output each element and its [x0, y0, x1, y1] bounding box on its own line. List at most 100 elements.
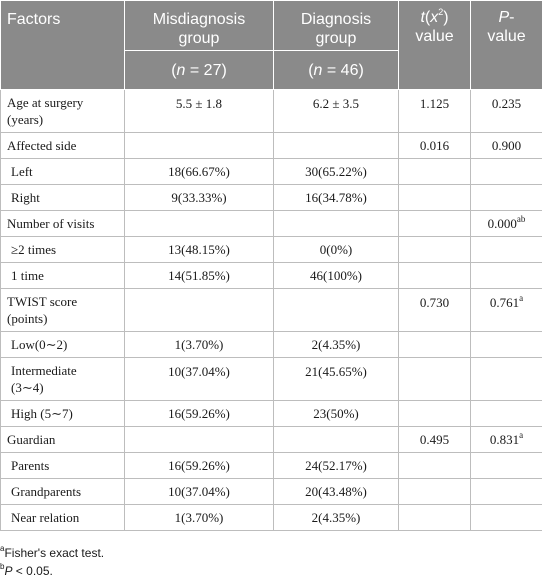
factor-cell: Intermediate (3∼4): [0, 357, 125, 401]
diagnosis-cell: [273, 426, 399, 453]
table-row: High (5∼7) 16(59.26%) 23(50%): [0, 400, 542, 427]
diagnosis-cell: 30(65.22%): [273, 158, 399, 185]
table-row: Intermediate (3∼4) 10(37.04%) 21(45.65%): [0, 357, 542, 401]
p-value-cell: 0.235: [470, 89, 542, 133]
t-value-cell: [398, 262, 471, 289]
diagnosis-cell: 16(34.78%): [273, 184, 399, 211]
footnote-a: aFisher's exact test.: [0, 544, 105, 561]
p-value-cell: 0.900: [470, 132, 542, 159]
diagnosis-cell: 0(0%): [273, 236, 399, 263]
header-factors: Factors: [0, 0, 125, 90]
misdiagnosis-cell: 13(48.15%): [124, 236, 274, 263]
p-value-cell: [470, 357, 542, 401]
header-misdiagnosis-group: Misdiagnosis group: [124, 0, 274, 51]
p-value-cell: [470, 400, 542, 427]
diagnosis-cell: 24(52.17%): [273, 452, 399, 479]
table-row: Parents 16(59.26%) 24(52.17%): [0, 452, 542, 479]
header-misdiagnosis-n: (n = 27): [124, 50, 274, 90]
table-row: Low(0∼2) 1(3.70%) 2(4.35%): [0, 331, 542, 358]
misdiagnosis-cell: [124, 426, 274, 453]
t-value-cell: [398, 452, 471, 479]
p-value-cell: [470, 158, 542, 185]
misdiagnosis-cell: [124, 210, 274, 237]
diagnosis-cell: 20(43.48%): [273, 478, 399, 505]
table-row: Guardian 0.495 0.831a: [0, 426, 542, 453]
misdiagnosis-cell: 5.5 ± 1.8: [124, 89, 274, 133]
t-value-cell: [398, 158, 471, 185]
factor-cell: Grandparents: [0, 478, 125, 505]
misdiagnosis-cell: 16(59.26%): [124, 452, 274, 479]
diagnosis-cell: 46(100%): [273, 262, 399, 289]
diagnosis-cell: 2(4.35%): [273, 504, 399, 531]
table-row: TWIST score (points) 0.730 0.761a: [0, 288, 542, 332]
footnote-mark: a: [519, 429, 524, 440]
p-value-cell: 0.761a: [470, 288, 542, 332]
diagnosis-cell: [273, 132, 399, 159]
results-table: Factors Misdiagnosis group Diagnosis group…: [0, 0, 542, 531]
factor-cell: Parents: [0, 452, 125, 479]
diagnosis-cell: 23(50%): [273, 400, 399, 427]
p-value-cell: [470, 184, 542, 211]
p-value-cell: 0.000ab: [470, 210, 542, 237]
table-row: ≥2 times 13(48.15%) 0(0%): [0, 236, 542, 263]
diagnosis-cell: [273, 210, 399, 237]
misdiagnosis-cell: 1(3.70%): [124, 504, 274, 531]
p-value-cell: [470, 236, 542, 263]
factor-cell: Guardian: [0, 426, 125, 453]
table-row: Right 9(33.33%) 16(34.78%): [0, 184, 542, 211]
p-value-cell: [470, 262, 542, 289]
misdiagnosis-cell: 10(37.04%): [124, 478, 274, 505]
t-value-cell: [398, 478, 471, 505]
factor-cell: High (5∼7): [0, 400, 125, 427]
table-row: Age at surgery (years) 5.5 ± 1.8 6.2 ± 3.…: [0, 89, 542, 133]
misdiagnosis-cell: 14(51.85%): [124, 262, 274, 289]
misdiagnosis-cell: 10(37.04%): [124, 357, 274, 401]
table-row: Near relation 1(3.70%) 2(4.35%): [0, 504, 542, 531]
table-row: Left 18(66.67%) 30(65.22%): [0, 158, 542, 185]
header-p-value: P-value: [470, 0, 542, 90]
p-value-cell: 0.831a: [470, 426, 542, 453]
footnote-b: bP < 0.05.: [0, 562, 53, 579]
header-diagnosis-group: Diagnosis group: [273, 0, 399, 51]
factor-cell: Number of visits: [0, 210, 125, 237]
t-value-cell: [398, 400, 471, 427]
factor-cell: 1 time: [0, 262, 125, 289]
table-row: 1 time 14(51.85%) 46(100%): [0, 262, 542, 289]
factor-cell: Near relation: [0, 504, 125, 531]
factor-cell: Left: [0, 158, 125, 185]
diagnosis-cell: 2(4.35%): [273, 331, 399, 358]
table-row: Affected side 0.016 0.900: [0, 132, 542, 159]
t-value-cell: [398, 504, 471, 531]
table-row: Number of visits 0.000ab: [0, 210, 542, 237]
diagnosis-cell: 6.2 ± 3.5: [273, 89, 399, 133]
misdiagnosis-cell: 9(33.33%): [124, 184, 274, 211]
t-value-cell: [398, 210, 471, 237]
p-value-cell: [470, 452, 542, 479]
diagnosis-cell: [273, 288, 399, 332]
factor-cell: Affected side: [0, 132, 125, 159]
factor-cell: ≥2 times: [0, 236, 125, 263]
misdiagnosis-cell: 18(66.67%): [124, 158, 274, 185]
diagnosis-cell: 21(45.65%): [273, 357, 399, 401]
header-diagnosis-n: (n = 46): [273, 50, 399, 90]
misdiagnosis-cell: [124, 132, 274, 159]
table-footnotes: aFisher's exact test. bP < 0.05.: [0, 544, 104, 580]
factor-cell: Age at surgery (years): [0, 89, 125, 133]
t-value-cell: [398, 331, 471, 358]
t-value-cell: 0.495: [398, 426, 471, 453]
header-t-value: t(x2) value: [398, 0, 471, 90]
factor-cell: TWIST score (points): [0, 288, 125, 332]
p-value-cell: [470, 478, 542, 505]
footnote-mark: ab: [516, 213, 526, 224]
t-value-cell: 0.730: [398, 288, 471, 332]
t-value-cell: 0.016: [398, 132, 471, 159]
t-value-cell: 1.125: [398, 89, 471, 133]
t-value-cell: [398, 236, 471, 263]
t-value-cell: [398, 184, 471, 211]
table-row: Grandparents 10(37.04%) 20(43.48%): [0, 478, 542, 505]
t-value-cell: [398, 357, 471, 401]
p-value-cell: [470, 504, 542, 531]
misdiagnosis-cell: [124, 288, 274, 332]
p-value-cell: [470, 331, 542, 358]
factor-cell: Low(0∼2): [0, 331, 125, 358]
